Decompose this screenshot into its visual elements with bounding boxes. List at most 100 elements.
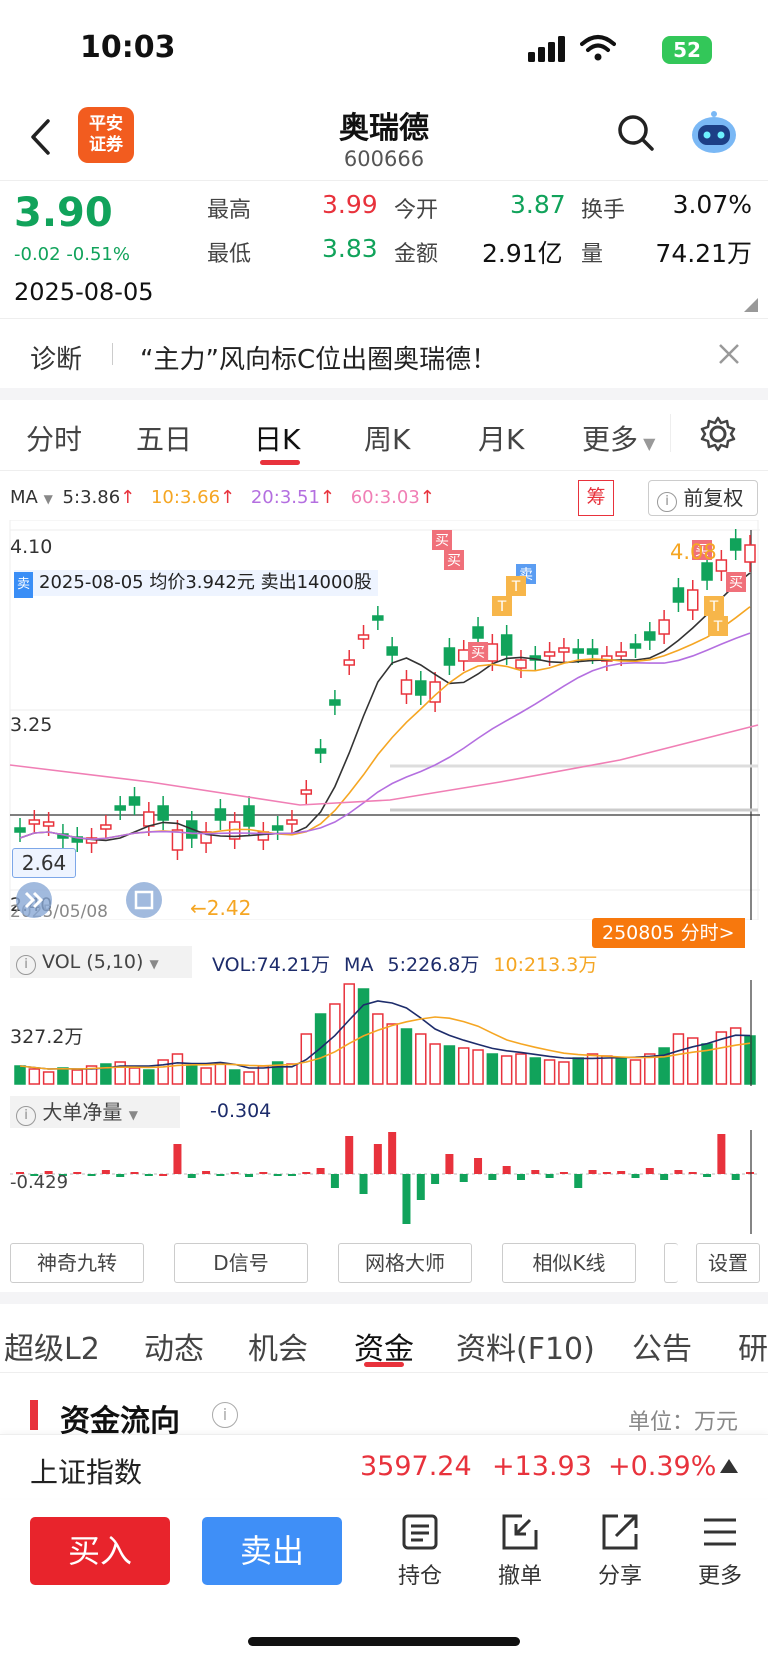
holdings-button[interactable]: 持仓 [390,1512,450,1590]
bigorder-chevron-down-icon: ▼ [128,1108,138,1122]
period-low-value: 2.42 [206,896,252,920]
volume-bar [457,1047,470,1085]
bigorder-bar [87,1174,96,1176]
close-icon[interactable] [718,343,740,365]
ma10-value: 10:3.66 [150,487,221,508]
tab-capital[interactable]: 资金 [354,1332,414,1367]
trade-note-text: 2025-08-05 均价3.942元 卖出14000股 [39,572,372,593]
bigorder-indicator-select[interactable]: i 大单净量 ▼ [10,1096,180,1128]
tab-five-day[interactable]: 五日 [136,423,193,456]
chart-toggle-icon[interactable] [124,880,164,920]
cancel-order-button[interactable]: 撤单 [490,1512,550,1590]
volume-bar [486,1053,499,1085]
ma5-value: 5:3.86 [62,487,121,508]
tab-opportunity[interactable]: 机会 [248,1332,308,1367]
tab-monthly-k[interactable]: 月K [478,423,525,456]
share-button[interactable]: 分享 [590,1512,650,1590]
bigorder-bar [631,1174,640,1178]
bigorder-value: -0.304 [210,1100,272,1122]
expand-corner-icon[interactable] [744,298,758,312]
volume-bar [71,1069,84,1085]
t-marker [492,596,512,616]
kline-candle [715,559,728,572]
section-gap [0,388,768,400]
tab-more-label: 更多 [582,423,639,456]
intraday-link-button[interactable]: 250805 分时> [592,918,745,948]
bigorder-chart[interactable] [0,1130,768,1234]
robot-assistant-icon[interactable] [688,109,740,157]
header-divider [0,180,768,181]
volume-chart[interactable] [0,980,768,1086]
t-marker-text: T [511,579,521,595]
magic-nine-button[interactable]: 神奇九转 [10,1243,144,1283]
crosshair-price-tag: 2.64 [12,848,76,878]
kline-candle [243,805,255,827]
kline-candle [701,562,713,581]
bigorder-bar [359,1174,368,1194]
kline-candle [686,589,699,611]
ma60-up-arrow-icon: ↑ [419,487,435,508]
amount-value: 2.91亿 [482,239,563,268]
tab-daily-k[interactable]: 日K [254,423,301,456]
search-icon[interactable] [616,113,656,153]
similar-kline-button[interactable]: 相似K线 [502,1243,636,1283]
more-button[interactable]: 更多 [690,1512,750,1590]
kline-candle [429,681,441,703]
volume-bar [14,1065,26,1085]
kline-candle [128,796,141,806]
volume-bar [114,1061,126,1085]
buy-marker [468,642,488,662]
tab-news[interactable]: 动态 [144,1332,204,1367]
volume-chevron-down-icon: ▼ [149,957,159,971]
volume-bar [515,1053,527,1085]
adjust-mode-button[interactable]: i 前复权 [648,480,758,516]
t-marker [704,596,724,616]
collapse-left-icon[interactable] [14,880,54,920]
tab-research[interactable]: 研 [738,1332,768,1367]
index-ticker[interactable]: 上证指数 3597.24 +13.93 +0.39% [0,1434,768,1498]
open-label: 今开 [394,198,439,223]
d-signal-button[interactable]: D信号 [174,1243,308,1283]
ma60-value: 60:3.03 [350,487,420,508]
t-marker [506,576,526,596]
broker-logo-line1: 平安 [89,114,123,134]
tab-intraday[interactable]: 分时 [26,423,83,456]
volume-bar [543,1059,556,1085]
tab-more[interactable]: 更多 ▼ [582,418,655,458]
tab-super-l2[interactable]: 超级L2 [4,1332,100,1367]
back-icon[interactable] [28,117,52,157]
kline-candle [143,811,155,827]
volume-bar [586,1053,599,1085]
expand-up-icon[interactable] [720,1459,738,1473]
buy-button[interactable]: 买入 [30,1517,170,1585]
kline-candle [300,789,313,795]
grid-master-button[interactable]: 网格大师 [338,1243,472,1283]
index-change-pct: +0.39% [608,1451,717,1482]
kline-candle [629,643,642,649]
chip-distribution-button[interactable]: 筹 [578,480,614,516]
tool-settings-button[interactable]: 设置 [696,1243,760,1283]
capital-flow-info-icon[interactable]: i [212,1402,238,1428]
stock-name: 奥瑞德 [339,111,429,146]
tab-f10[interactable]: 资料(F10) [456,1332,595,1367]
hidden-tool-button[interactable] [664,1243,678,1283]
diagnosis-banner[interactable]: 诊断 “主力”风向标C位出圈奥瑞德！ [0,318,768,388]
low-value: 3.83 [322,234,378,263]
sell-button[interactable]: 卖出 [202,1517,342,1585]
kline-candle [615,651,627,657]
ma-dropdown-icon[interactable]: ▼ [43,492,53,506]
volume-bar [615,1057,627,1085]
tab-weekly-k[interactable]: 周K [364,423,411,456]
section-marker [30,1400,38,1430]
kline-candle [500,634,513,656]
volume-bar [558,1061,570,1085]
bigorder-bar [574,1174,583,1188]
kline-candle [286,819,298,825]
status-bar: 10:03 52 [0,0,768,100]
bigorder-bar [388,1132,397,1174]
volume-indicator-select[interactable]: i VOL (5,10) ▼ [10,946,192,978]
volume-bar [472,1049,484,1085]
settings-gear-icon[interactable] [700,416,736,452]
tab-announcements[interactable]: 公告 [632,1332,692,1367]
